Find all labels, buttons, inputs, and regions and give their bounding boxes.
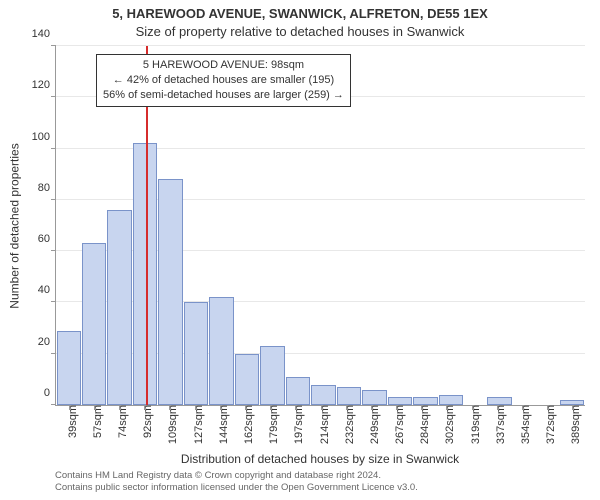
x-tick-label: 179sqm	[264, 405, 280, 444]
x-tick-label: 337sqm	[491, 405, 507, 444]
chart-title-sub: Size of property relative to detached ho…	[0, 24, 600, 39]
histogram-bar	[82, 243, 106, 405]
x-tick-label: 92sqm	[138, 405, 154, 438]
x-tick-label: 162sqm	[239, 405, 255, 444]
histogram-bar	[158, 179, 182, 405]
y-tick-label: 20	[20, 336, 56, 348]
x-tick-label: 127sqm	[189, 405, 205, 444]
x-axis-label: Distribution of detached houses by size …	[55, 452, 585, 466]
x-tick-label: 354sqm	[516, 405, 532, 444]
y-tick-label: 0	[20, 387, 56, 399]
x-tick-label: 284sqm	[415, 405, 431, 444]
x-tick-label: 372sqm	[541, 405, 557, 444]
x-tick-label: 389sqm	[566, 405, 582, 444]
histogram-bar	[184, 302, 208, 405]
histogram-bar	[311, 385, 335, 406]
histogram-bar	[362, 390, 386, 405]
footer-line-1: Contains HM Land Registry data © Crown c…	[55, 470, 585, 482]
x-tick-label: 39sqm	[63, 405, 79, 438]
histogram-bar	[337, 387, 361, 405]
x-tick-label: 267sqm	[390, 405, 406, 444]
x-tick-label: 214sqm	[315, 405, 331, 444]
histogram-bar	[413, 397, 437, 405]
y-tick-label: 40	[20, 284, 56, 296]
x-tick-label: 319sqm	[466, 405, 482, 444]
histogram-bar	[235, 354, 259, 405]
histogram-bar	[388, 397, 412, 405]
chart-title-main: 5, HAREWOOD AVENUE, SWANWICK, ALFRETON, …	[0, 6, 600, 21]
histogram-bar	[286, 377, 310, 405]
histogram-bar	[260, 346, 284, 405]
histogram-bar	[487, 397, 511, 405]
histogram-bar	[107, 210, 131, 405]
y-tick-label: 60	[20, 233, 56, 245]
chart-footer: Contains HM Land Registry data © Crown c…	[55, 470, 585, 494]
property-size-chart: 5, HAREWOOD AVENUE, SWANWICK, ALFRETON, …	[0, 0, 600, 500]
info-line: 5 HAREWOOD AVENUE: 98sqm	[103, 58, 344, 73]
x-tick-label: 249sqm	[365, 405, 381, 444]
x-tick-label: 197sqm	[289, 405, 305, 444]
histogram-bar	[209, 297, 233, 405]
x-tick-label: 232sqm	[340, 405, 356, 444]
x-tick-label: 74sqm	[113, 405, 129, 438]
info-line: ← 42% of detached houses are smaller (19…	[103, 73, 344, 88]
y-tick-label: 120	[20, 79, 56, 91]
footer-line-2: Contains public sector information licen…	[55, 482, 585, 494]
property-info-box: 5 HAREWOOD AVENUE: 98sqm← 42% of detache…	[96, 54, 351, 107]
x-tick-label: 302sqm	[440, 405, 456, 444]
y-tick-label: 100	[20, 131, 56, 143]
histogram-bar	[57, 331, 81, 405]
histogram-bar	[133, 143, 157, 405]
x-tick-label: 57sqm	[88, 405, 104, 438]
plot-area: 02040608010012014039sqm57sqm74sqm92sqm10…	[55, 46, 585, 406]
x-tick-label: 109sqm	[163, 405, 179, 444]
y-tick-label: 80	[20, 182, 56, 194]
y-axis-label: Number of detached properties	[8, 46, 22, 406]
y-tick-label: 140	[20, 28, 56, 40]
info-line: 56% of semi-detached houses are larger (…	[103, 88, 344, 103]
histogram-bar	[439, 395, 463, 405]
x-tick-label: 144sqm	[214, 405, 230, 444]
